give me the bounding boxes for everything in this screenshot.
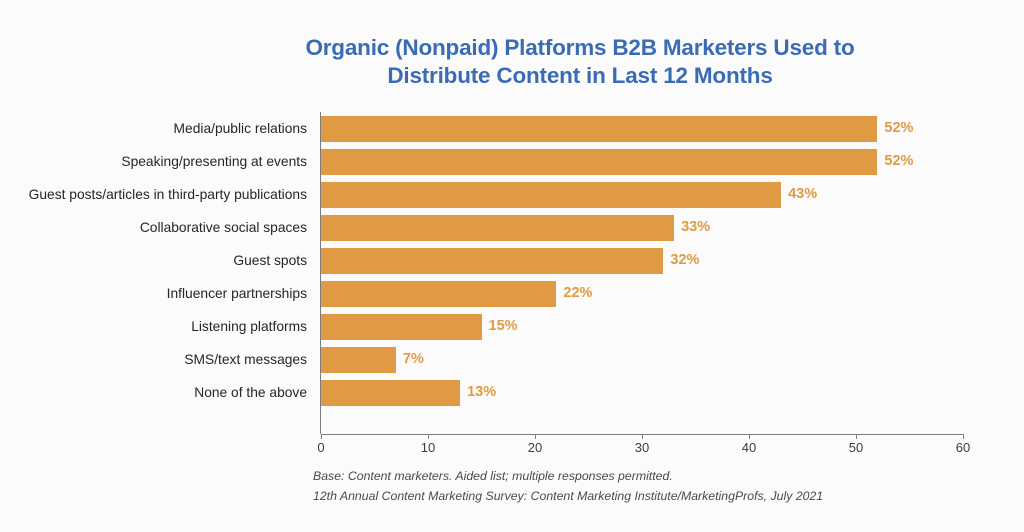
x-tick-label: 40: [741, 440, 757, 455]
x-tick-label: 10: [420, 440, 436, 455]
x-tick-mark: [963, 434, 964, 439]
chart-title-line-2: Distribute Content in Last 12 Months: [387, 63, 773, 88]
x-tick-label: 20: [527, 440, 543, 455]
x-tick-label: 30: [634, 440, 650, 455]
bar-value-label: 7%: [402, 351, 424, 367]
bar-value-label: 52%: [884, 120, 914, 136]
x-tick-mark: [428, 434, 429, 439]
x-tick-mark: [642, 434, 643, 439]
bar-row: SMS/text messages 7%: [0, 347, 1024, 373]
bar-row: Speaking/presenting at events 52%: [0, 149, 1024, 175]
footnote-source: 12th Annual Content Marketing Survey: Co…: [313, 489, 824, 503]
bar-row: None of the above 13%: [0, 380, 1024, 406]
footnote-base: Base: Content marketers. Aided list; mul…: [313, 469, 673, 483]
bar[interactable]: [321, 149, 878, 175]
bar-value-label: 15%: [488, 318, 518, 334]
bar[interactable]: [321, 314, 482, 340]
category-label: Influencer partnerships: [166, 286, 307, 301]
footnotes: Base: Content marketers. Aided list; mul…: [313, 466, 823, 506]
bar-value-label: 52%: [884, 153, 914, 169]
bar-row: Media/public relations 52%: [0, 116, 1024, 142]
category-label: None of the above: [194, 385, 307, 400]
bar-row: Guest spots 32%: [0, 248, 1024, 274]
bar[interactable]: [321, 248, 664, 274]
bar[interactable]: [321, 347, 396, 373]
bar[interactable]: [321, 380, 461, 406]
category-label: Speaking/presenting at events: [121, 154, 307, 169]
bar-value-label: 32%: [670, 252, 700, 268]
x-tick-mark: [749, 434, 750, 439]
bar[interactable]: [321, 182, 782, 208]
x-tick-label: 60: [955, 440, 971, 455]
bar[interactable]: [321, 215, 675, 241]
bar-row: Guest posts/articles in third-party publ…: [0, 182, 1024, 208]
bar-row: Influencer partnerships 22%: [0, 281, 1024, 307]
bar-row: Collaborative social spaces 33%: [0, 215, 1024, 241]
y-axis-line: [320, 112, 321, 434]
bar[interactable]: [321, 116, 878, 142]
x-tick-label: 50: [848, 440, 864, 455]
category-label: Guest spots: [233, 253, 307, 268]
bar-row: Listening platforms 15%: [0, 314, 1024, 340]
category-label: Listening platforms: [191, 319, 307, 334]
category-label: Media/public relations: [173, 121, 307, 136]
category-label: SMS/text messages: [184, 352, 307, 367]
category-label: Collaborative social spaces: [139, 220, 307, 235]
x-tick-mark: [535, 434, 536, 439]
x-tick-mark: [321, 434, 322, 439]
category-label: Guest posts/articles in third-party publ…: [28, 187, 307, 202]
bar[interactable]: [321, 281, 557, 307]
chart-title-line-1: Organic (Nonpaid) Platforms B2B Marketer…: [305, 35, 855, 60]
bar-value-label: 22%: [563, 285, 593, 301]
bar-value-label: 13%: [467, 384, 497, 400]
chart-title: Organic (Nonpaid) Platforms B2B Marketer…: [190, 34, 970, 90]
bar-value-label: 43%: [788, 186, 818, 202]
x-tick-label: 0: [317, 440, 325, 455]
x-tick-mark: [856, 434, 857, 439]
bar-value-label: 33%: [681, 219, 711, 235]
